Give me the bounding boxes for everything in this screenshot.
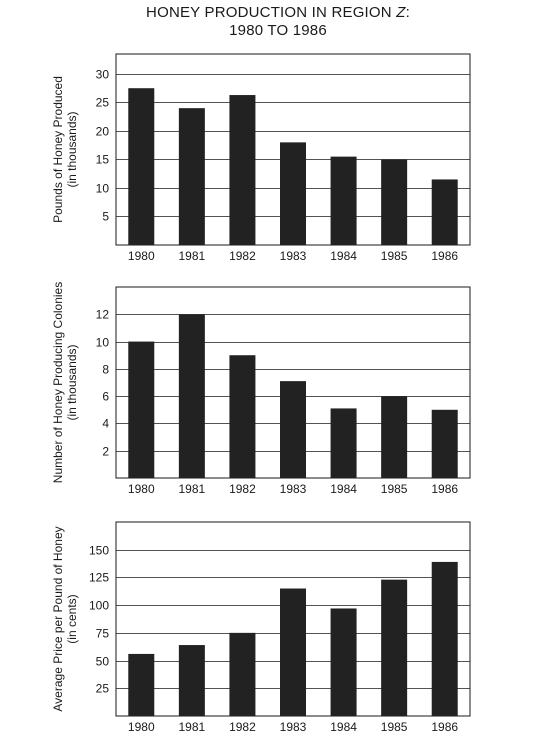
y-axis-sublabel: (in thousands): [65, 344, 79, 420]
x-tick-label: 1982: [229, 482, 256, 496]
y-axis-label: Pounds of Honey Produced: [51, 76, 65, 223]
x-tick-label: 1984: [330, 249, 357, 263]
bar-1982: [229, 355, 256, 478]
y-tick-label: 10: [96, 182, 110, 196]
x-tick-label: 1984: [330, 482, 357, 496]
y-tick-label: 4: [102, 417, 109, 431]
bar-1981: [178, 108, 205, 245]
bar-1984: [330, 156, 357, 245]
x-tick-label: 1985: [381, 482, 408, 496]
bar-1980: [128, 88, 155, 245]
bar-1981: [178, 645, 205, 716]
bar-1986: [431, 179, 458, 245]
y-tick-label: 12: [96, 308, 110, 322]
x-tick-label: 1982: [229, 720, 256, 734]
title-colon: :: [405, 4, 410, 21]
x-tick-label: 1986: [431, 482, 458, 496]
y-tick-label: 25: [96, 96, 110, 110]
y-tick-label: 15: [96, 153, 110, 167]
bar-1982: [229, 632, 256, 716]
y-tick-label: 100: [89, 599, 109, 613]
bar-1984: [330, 408, 357, 478]
y-tick-label: 20: [96, 125, 110, 139]
y-axis-sublabel: (in cents): [65, 594, 79, 643]
x-tick-label: 1981: [179, 482, 206, 496]
y-axis-label: Average Price per Pound of Honey: [51, 526, 65, 711]
figure-title-line1: HONEY PRODUCTION IN REGION Z:: [0, 4, 556, 22]
x-tick-label: 1986: [431, 720, 458, 734]
x-tick-label: 1980: [128, 720, 155, 734]
bar-1980: [128, 653, 155, 716]
x-tick-label: 1984: [330, 720, 357, 734]
title-region-letter: Z: [396, 4, 406, 21]
y-tick-label: 75: [96, 627, 110, 641]
x-tick-label: 1980: [128, 482, 155, 496]
bar-1986: [431, 561, 458, 716]
x-tick-label: 1985: [381, 720, 408, 734]
x-tick-label: 1983: [280, 482, 307, 496]
y-tick-label: 8: [102, 363, 109, 377]
y-axis-label: Number of Honey Producing Colonies: [51, 282, 65, 483]
x-tick-label: 1980: [128, 249, 155, 263]
bar-1983: [280, 381, 306, 478]
y-tick-label: 5: [102, 210, 109, 224]
y-tick-label: 10: [96, 336, 110, 350]
x-tick-label: 1985: [381, 249, 408, 263]
x-tick-label: 1981: [179, 249, 206, 263]
bar-1983: [280, 142, 306, 245]
y-tick-label: 50: [96, 655, 110, 669]
figure-title-line2: 1980 TO 1986: [229, 22, 327, 39]
bar-1983: [280, 588, 306, 716]
bar-1980: [128, 341, 155, 478]
x-tick-label: 1986: [431, 249, 458, 263]
bar-1986: [431, 409, 458, 478]
y-tick-label: 25: [96, 682, 110, 696]
bar-1984: [330, 608, 357, 716]
y-tick-label: 6: [102, 390, 109, 404]
x-tick-label: 1982: [229, 249, 256, 263]
y-tick-label: 125: [89, 571, 109, 585]
bar-1985: [381, 159, 408, 245]
x-tick-label: 1983: [280, 720, 307, 734]
y-tick-label: 150: [89, 544, 109, 558]
bar-1981: [178, 314, 205, 478]
bar-1985: [381, 396, 408, 478]
x-tick-label: 1983: [280, 249, 307, 263]
y-axis-sublabel: (in thousands): [65, 111, 79, 187]
y-tick-label: 2: [102, 445, 109, 459]
bar-1982: [229, 95, 256, 245]
y-tick-label: 30: [96, 68, 110, 82]
title-text: HONEY PRODUCTION IN REGION: [146, 4, 397, 21]
x-tick-label: 1981: [179, 720, 206, 734]
bar-1985: [381, 579, 408, 716]
